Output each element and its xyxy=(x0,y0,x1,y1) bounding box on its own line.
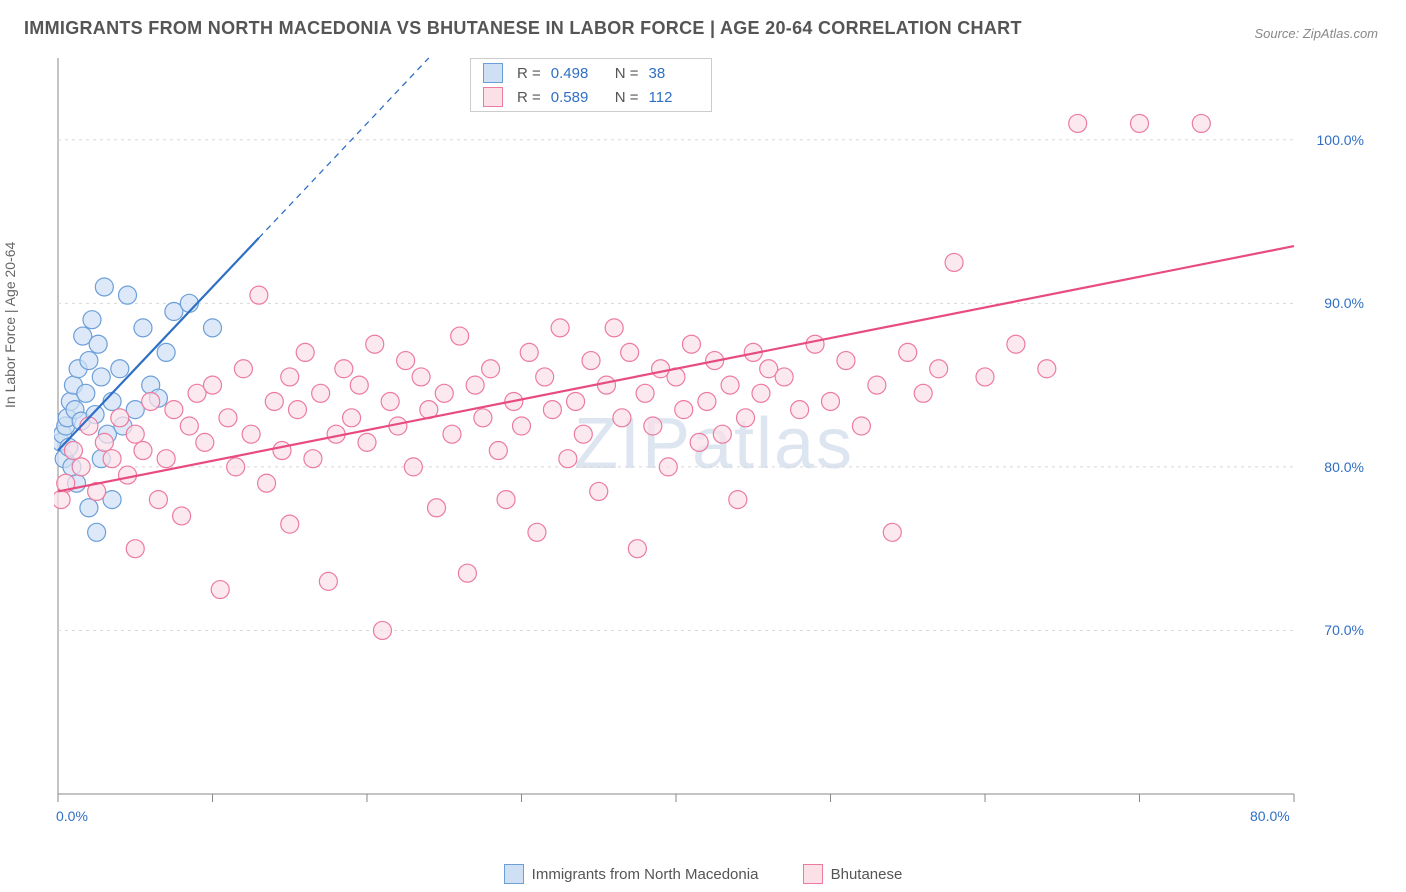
scatter-plot xyxy=(54,54,1374,834)
n-label: N = xyxy=(615,65,639,82)
y-tick-label: 90.0% xyxy=(1324,295,1364,311)
source-attribution: Source: ZipAtlas.com xyxy=(1254,26,1378,41)
stats-row-series-0: R = 0.498 N = 38 xyxy=(471,61,711,85)
r-label: R = xyxy=(517,65,541,82)
legend-label-1: Bhutanese xyxy=(831,866,903,883)
stats-legend: R = 0.498 N = 38 R = 0.589 N = 112 xyxy=(470,58,712,112)
legend-item-1: Bhutanese xyxy=(803,864,903,884)
x-tick-label: 80.0% xyxy=(1250,808,1290,824)
legend-item-0: Immigrants from North Macedonia xyxy=(504,864,759,884)
swatch-legend-0 xyxy=(504,864,524,884)
chart-title: IMMIGRANTS FROM NORTH MACEDONIA VS BHUTA… xyxy=(24,18,1022,39)
n-value-0: 38 xyxy=(649,65,699,82)
x-tick-label: 0.0% xyxy=(56,808,88,824)
swatch-series-0 xyxy=(483,63,503,83)
bottom-legend: Immigrants from North Macedonia Bhutanes… xyxy=(0,864,1406,888)
r-value-0: 0.498 xyxy=(551,65,601,82)
legend-label-0: Immigrants from North Macedonia xyxy=(532,866,759,883)
swatch-legend-1 xyxy=(803,864,823,884)
n-label: N = xyxy=(615,89,639,106)
swatch-series-1 xyxy=(483,87,503,107)
n-value-1: 112 xyxy=(649,89,699,106)
y-tick-label: 70.0% xyxy=(1324,622,1364,638)
chart-area: ZIPatlas 70.0%80.0%90.0%100.0%0.0%80.0% xyxy=(54,54,1374,834)
r-label: R = xyxy=(517,89,541,106)
y-tick-label: 100.0% xyxy=(1317,132,1364,148)
r-value-1: 0.589 xyxy=(551,89,601,106)
y-tick-label: 80.0% xyxy=(1324,459,1364,475)
stats-row-series-1: R = 0.589 N = 112 xyxy=(471,85,711,109)
y-axis-label: In Labor Force | Age 20-64 xyxy=(2,242,18,408)
